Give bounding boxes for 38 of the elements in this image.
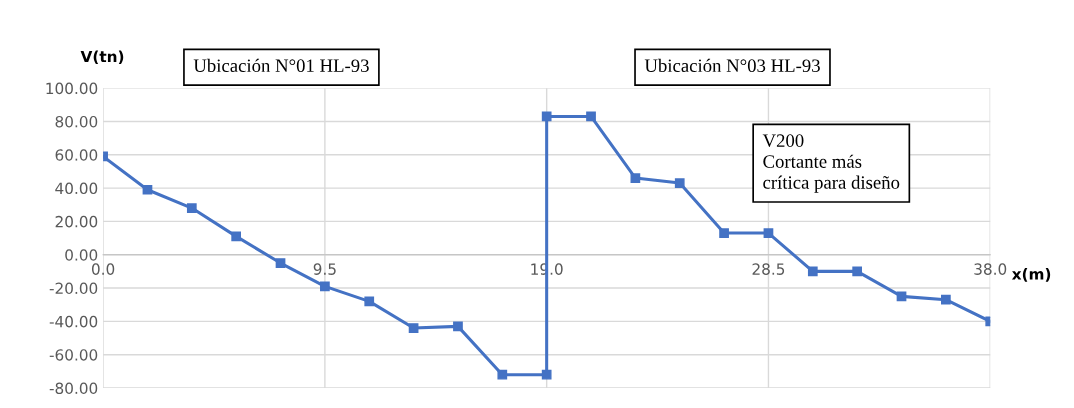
- point: [674, 178, 685, 188]
- point: [807, 266, 818, 277]
- y-tick-label: -60.00: [49, 349, 98, 361]
- point: [142, 184, 153, 195]
- x-tick-label: 0.0: [91, 263, 115, 275]
- point: [541, 369, 552, 380]
- point: [231, 231, 242, 242]
- y-tick-label: 0.00: [65, 249, 98, 261]
- point: [719, 228, 729, 238]
- point: [852, 266, 863, 277]
- point: [275, 258, 286, 268]
- x-tick-label: 28.5: [752, 263, 785, 275]
- y-tick-label: -20.00: [49, 282, 98, 295]
- point: [453, 321, 463, 332]
- point: [408, 323, 419, 333]
- x-tick-label: 38.0: [974, 263, 1007, 275]
- annotation: V200 Cortante más crítica para diseño: [762, 134, 900, 193]
- y-tick-label: 20.00: [55, 215, 98, 228]
- point: [586, 111, 596, 122]
- point: [941, 294, 951, 305]
- y-tick-label: -80.00: [49, 382, 98, 395]
- point: [497, 369, 508, 380]
- y-tick-label: 60.00: [55, 149, 98, 161]
- point: [630, 173, 641, 183]
- point: [186, 203, 197, 213]
- x-tick-label: 9.5: [313, 263, 336, 275]
- point: [320, 281, 330, 292]
- y-tick-label: 100.00: [46, 82, 98, 95]
- point: [763, 228, 774, 238]
- x-axis-title: x(m): [1011, 268, 1051, 282]
- text: Ubicación N°01 HL-93: [193, 58, 369, 73]
- point: [541, 111, 552, 122]
- text: Ubicación N°03 HL-93: [644, 58, 820, 73]
- y-tick-label: -40.00: [49, 315, 98, 328]
- y-axis-title: V(tn): [80, 50, 124, 65]
- y-tick-label: 40.00: [55, 182, 98, 195]
- y-tick-label: 80.00: [55, 115, 98, 128]
- point: [364, 296, 375, 307]
